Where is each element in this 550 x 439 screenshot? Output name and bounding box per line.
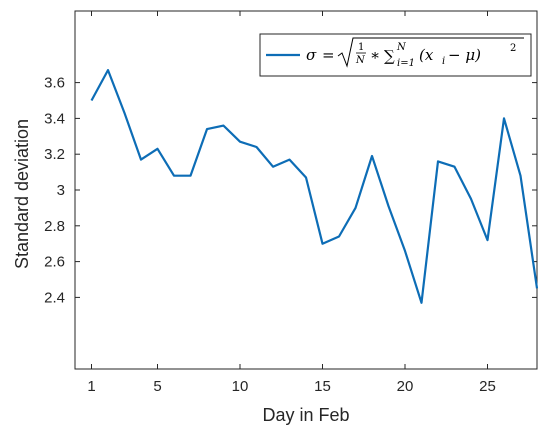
legend-equals: =: [322, 46, 335, 64]
legend-sum-sub: i=1: [397, 58, 415, 69]
legend-body: (x: [419, 46, 434, 64]
y-tick-label: 2.8: [44, 218, 65, 235]
legend: σ = 1 N ∗ ∑ N i=1 (x i − μ) 2: [259, 33, 532, 77]
series-layer: [90, 68, 539, 304]
x-tick-label: 20: [397, 378, 414, 395]
legend-body-rest: − μ): [448, 46, 481, 64]
x-tick-label: 1: [87, 378, 95, 395]
y-tick-label: 3.2: [44, 146, 65, 163]
x-tick-label: 15: [314, 378, 331, 395]
legend-frac-den: N: [355, 55, 366, 66]
legend-sqrt-sign: [337, 37, 524, 68]
legend-box: [259, 33, 532, 77]
y-tick-label: 3.4: [44, 110, 65, 127]
y-axis-label: Standard deviation: [12, 119, 32, 269]
legend-sum-sup: N: [396, 42, 407, 53]
x-tick-label: 25: [479, 378, 496, 395]
legend-body-sub: i: [442, 56, 445, 67]
legend-frac-num: 1: [358, 42, 364, 53]
legend-times: ∗: [370, 46, 380, 64]
legend-sigma: σ: [306, 46, 317, 64]
y-tick-label: 3: [57, 182, 65, 199]
x-axis-label: Day in Feb: [262, 405, 349, 425]
x-tick-label: 10: [232, 378, 249, 395]
y-tick-label: 2.4: [44, 289, 65, 306]
y-tick-label: 2.6: [44, 254, 65, 271]
legend-sum: ∑: [384, 47, 395, 65]
x-tick-label: 5: [153, 378, 161, 395]
legend-power: 2: [510, 43, 516, 54]
y-tick-label: 3.6: [44, 75, 65, 92]
series-line-0: [90, 68, 539, 304]
